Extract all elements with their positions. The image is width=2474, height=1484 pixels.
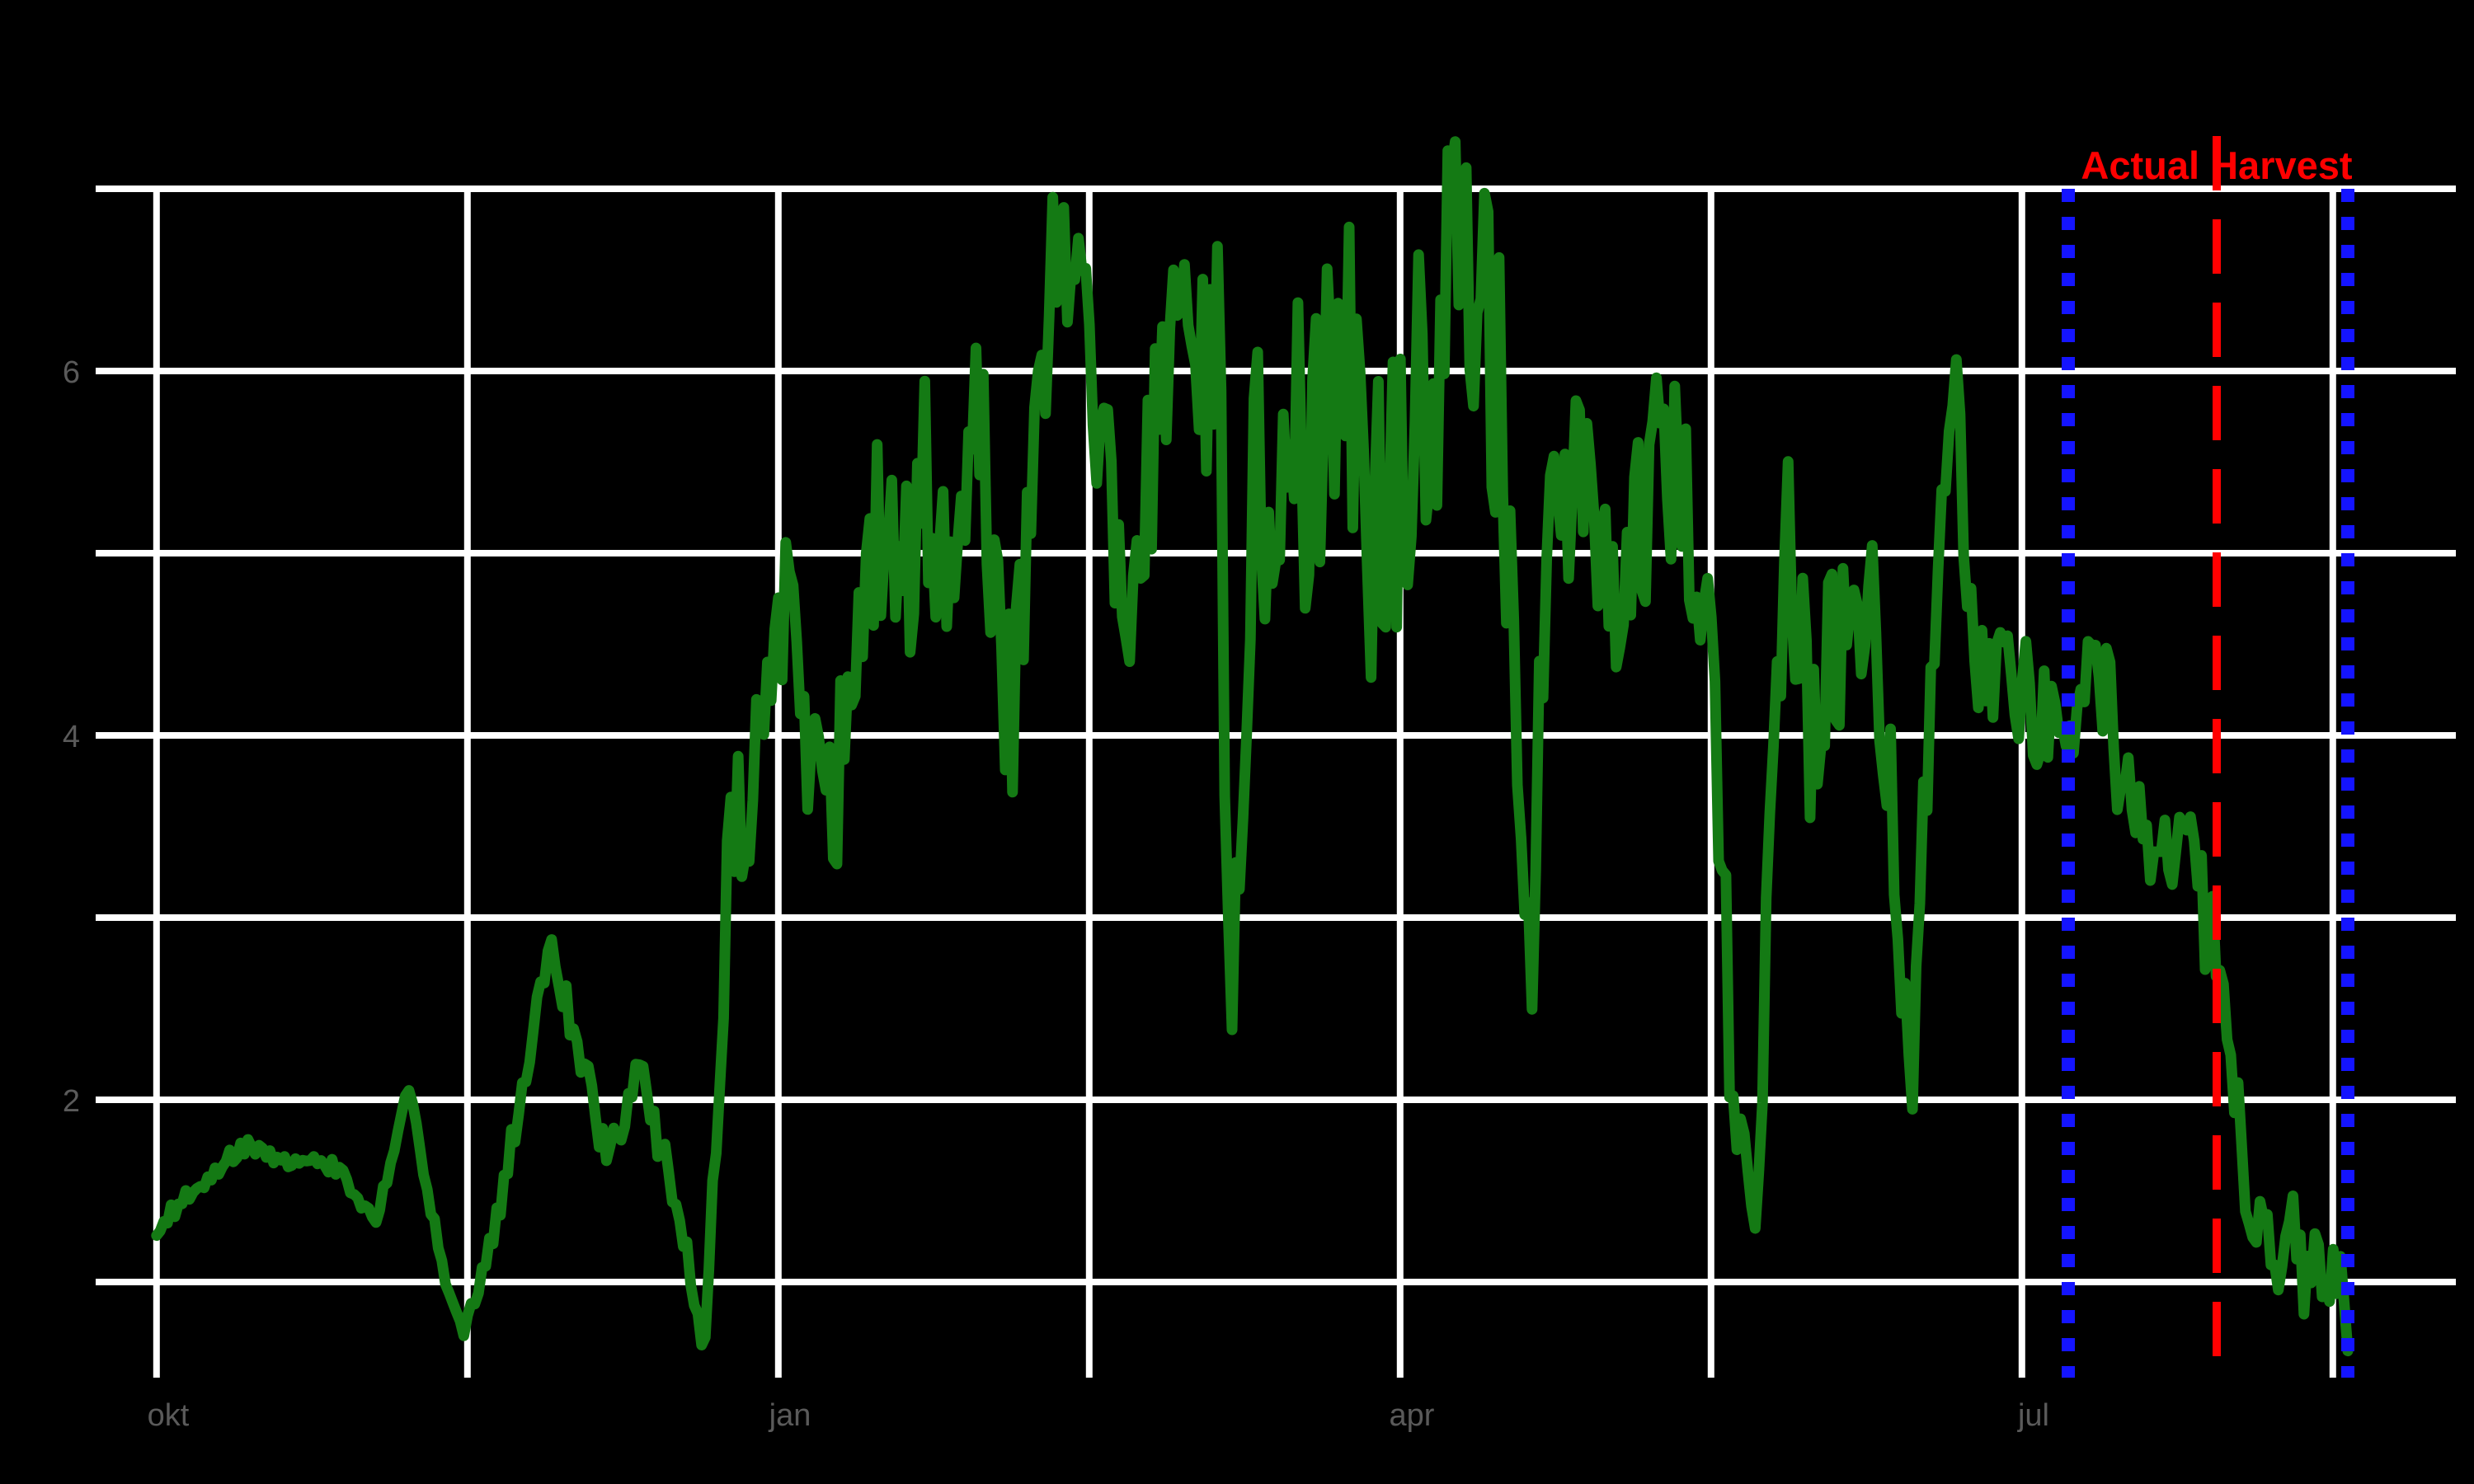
svg-text:Actual Harvest: Actual Harvest bbox=[2081, 143, 2352, 187]
svg-text:6: 6 bbox=[63, 355, 80, 390]
svg-text:jan: jan bbox=[769, 1398, 811, 1433]
svg-text:okt: okt bbox=[148, 1398, 190, 1433]
svg-text:4: 4 bbox=[63, 720, 80, 754]
svg-text:2: 2 bbox=[63, 1084, 80, 1119]
svg-text:jul: jul bbox=[2017, 1398, 2049, 1433]
svg-text:apr: apr bbox=[1390, 1398, 1435, 1433]
